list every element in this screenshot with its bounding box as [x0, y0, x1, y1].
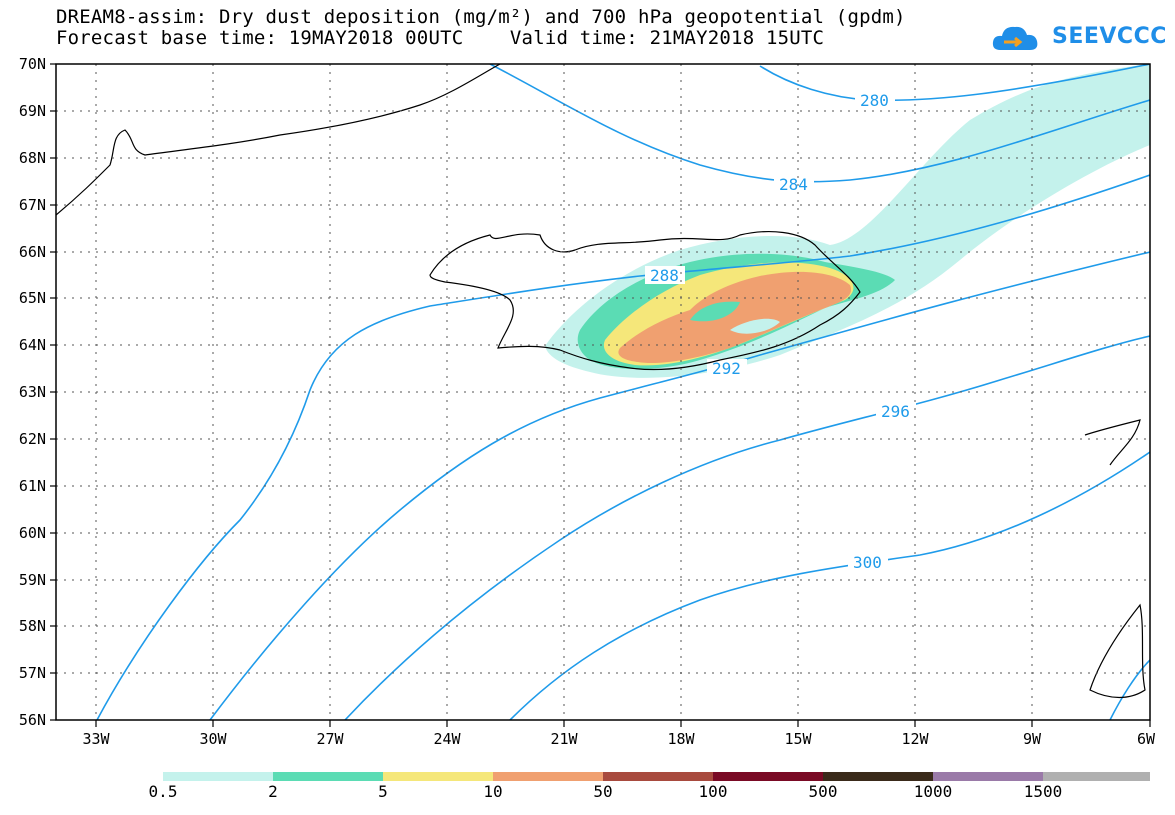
- lon-label: 9W: [1023, 730, 1042, 748]
- lon-label: 21W: [550, 730, 578, 748]
- contour-label: 292: [712, 359, 741, 378]
- contour-label: 300: [853, 553, 882, 572]
- colorbar-label: 500: [808, 782, 838, 801]
- colorbar-label: 1000: [913, 782, 953, 801]
- lat-label: 56N: [19, 711, 46, 729]
- lat-label: 68N: [19, 149, 46, 167]
- colorbar: [163, 772, 1150, 781]
- lon-label: 18W: [667, 730, 695, 748]
- lat-label: 70N: [19, 55, 46, 73]
- colorbar-swatch: [493, 772, 603, 781]
- lon-label: 33W: [82, 730, 110, 748]
- lat-label: 63N: [19, 383, 46, 401]
- lon-label: 27W: [316, 730, 344, 748]
- cloud-arrow-icon: [992, 26, 1038, 50]
- contour-label-backgrounds: [645, 91, 916, 571]
- lat-label: 67N: [19, 196, 46, 214]
- lat-label: 62N: [19, 430, 46, 448]
- colorbar-swatch: [823, 772, 933, 781]
- lat-label: 69N: [19, 102, 46, 120]
- lat-label: 58N: [19, 617, 46, 635]
- lon-label: 30W: [199, 730, 227, 748]
- seevccc-logo-text: SEEVCCC: [1052, 24, 1167, 49]
- lat-label: 66N: [19, 243, 46, 261]
- lon-label: 6W: [1137, 730, 1156, 748]
- lat-label: 64N: [19, 336, 46, 354]
- lat-label: 65N: [19, 289, 46, 307]
- axis-ticks: [50, 63, 1151, 727]
- colorbar-label: 2: [268, 782, 278, 801]
- colorbar-label: 10: [483, 782, 503, 801]
- colorbar-swatch: [163, 772, 273, 781]
- colorbar-label: 5: [378, 782, 388, 801]
- lat-label: 57N: [19, 664, 46, 682]
- colorbar-swatch: [273, 772, 383, 781]
- lat-label: 61N: [19, 477, 46, 495]
- graticule: [56, 64, 1150, 720]
- contour-label: 288: [650, 266, 679, 285]
- lon-label: 24W: [433, 730, 461, 748]
- colorbar-label: 1500: [1023, 782, 1063, 801]
- colorbar-swatch: [383, 772, 493, 781]
- lon-label: 15W: [784, 730, 812, 748]
- map-title: DREAM8-assim: Dry dust deposition (mg/m²…: [56, 6, 906, 28]
- map-content: 280 284 288 292 296 300: [56, 64, 1150, 720]
- map-subtitle-times: Forecast base time: 19MAY2018 00UTC Vali…: [56, 27, 825, 49]
- colorbar-swatch: [603, 772, 713, 781]
- lat-label: 59N: [19, 571, 46, 589]
- lat-label: 60N: [19, 524, 46, 542]
- colorbar-swatch: [933, 772, 1043, 781]
- contour-label: 296: [881, 402, 910, 421]
- colorbar-swatch: [1043, 772, 1150, 781]
- contour-label: 284: [779, 175, 808, 194]
- contour-label: 280: [860, 91, 889, 110]
- colorbar-label: 100: [698, 782, 728, 801]
- geopotential-contours: [96, 64, 1150, 720]
- lon-label: 12W: [901, 730, 929, 748]
- colorbar-label: 50: [593, 782, 613, 801]
- coastlines: [56, 64, 1146, 699]
- colorbar-swatch: [713, 772, 823, 781]
- colorbar-label: 0.5: [148, 782, 178, 801]
